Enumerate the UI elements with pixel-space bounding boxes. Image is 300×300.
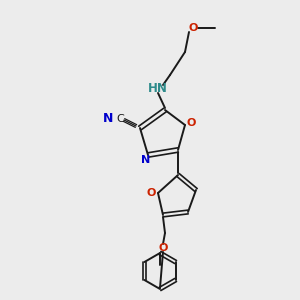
Text: O: O (158, 243, 168, 253)
Text: O: O (188, 23, 198, 33)
Text: O: O (146, 188, 156, 198)
Text: N: N (141, 155, 151, 165)
Text: C: C (116, 114, 124, 124)
Text: O: O (186, 118, 196, 128)
Text: HN: HN (148, 82, 168, 94)
Text: N: N (103, 112, 113, 125)
